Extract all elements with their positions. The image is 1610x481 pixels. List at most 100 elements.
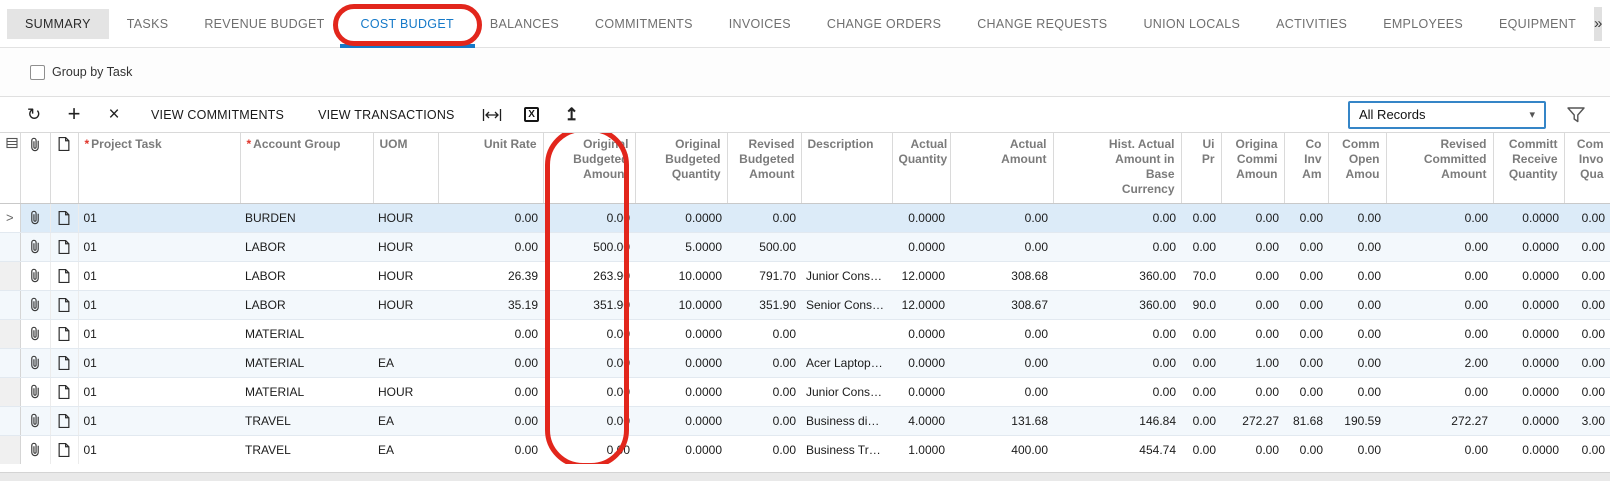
row-attachment-button[interactable] <box>20 377 51 407</box>
cell-committed-invoiced-amount[interactable]: 0.00 <box>1284 435 1328 464</box>
row-selector[interactable] <box>0 435 21 464</box>
cell-revised-budgeted-amount[interactable]: 0.00 <box>727 348 801 378</box>
column-header-committed-invoiced-amount[interactable]: Co Inv Am <box>1284 133 1329 204</box>
cell-original-budgeted-amount[interactable]: 0.00 <box>543 435 635 464</box>
cell-description[interactable]: Business di… <box>801 406 892 436</box>
cell-project-task[interactable]: 01 <box>78 232 240 262</box>
cell-committed-invoiced-quantity[interactable]: 0.00 <box>1564 348 1610 378</box>
cell-original-committed-amount[interactable]: 272.27 <box>1221 406 1284 436</box>
row-attachment-button[interactable] <box>20 203 51 233</box>
cell-original-budgeted-quantity[interactable]: 0.0000 <box>635 377 727 407</box>
cell-actual-amount[interactable]: 131.68 <box>950 406 1053 436</box>
cell-unit-rate[interactable]: 0.00 <box>438 319 543 349</box>
cell-revised-committed-amount[interactable]: 0.00 <box>1386 203 1493 233</box>
row-note-button[interactable] <box>50 435 79 464</box>
cell-committed-open-amount[interactable]: 190.59 <box>1328 406 1386 436</box>
tab-equipment[interactable]: EQUIPMENT <box>1481 9 1594 39</box>
cell-committed-invoiced-quantity[interactable]: 0.00 <box>1564 261 1610 291</box>
cell-original-budgeted-amount[interactable]: 351.90 <box>543 290 635 320</box>
row-note-button[interactable] <box>50 348 79 378</box>
cell-revised-budgeted-amount[interactable]: 0.00 <box>727 377 801 407</box>
cell-actual-amount[interactable]: 400.00 <box>950 435 1053 464</box>
row-note-button[interactable] <box>50 203 79 233</box>
row-note-button[interactable] <box>50 232 79 262</box>
column-header-description[interactable]: Description <box>801 133 893 204</box>
cell-description[interactable] <box>801 203 892 233</box>
cell-ui-pr[interactable]: 0.00 <box>1181 435 1221 464</box>
view-commitments-button[interactable]: VIEW COMMITMENTS <box>136 100 299 130</box>
column-header-attachments[interactable] <box>20 133 51 204</box>
cell-unit-rate[interactable]: 0.00 <box>438 232 543 262</box>
cell-revised-committed-amount[interactable]: 0.00 <box>1386 319 1493 349</box>
filter-settings-button[interactable] <box>1558 100 1594 130</box>
cell-uom[interactable]: HOUR <box>373 232 438 262</box>
row-attachment-button[interactable] <box>20 261 51 291</box>
cell-uom[interactable]: HOUR <box>373 261 438 291</box>
column-header-actual-amount[interactable]: Actual Amount <box>950 133 1054 204</box>
cell-revised-committed-amount[interactable]: 0.00 <box>1386 377 1493 407</box>
cell-actual-quantity[interactable]: 0.0000 <box>892 232 950 262</box>
tab-employees[interactable]: EMPLOYEES <box>1365 9 1481 39</box>
cell-actual-quantity[interactable]: 0.0000 <box>892 203 950 233</box>
cell-revised-committed-amount[interactable]: 0.00 <box>1386 232 1493 262</box>
tab-balances[interactable]: BALANCES <box>472 9 577 39</box>
cell-actual-amount[interactable]: 0.00 <box>950 319 1053 349</box>
cell-description[interactable] <box>801 232 892 262</box>
cell-original-budgeted-quantity[interactable]: 0.0000 <box>635 348 727 378</box>
cell-committed-received-quantity[interactable]: 0.0000 <box>1493 377 1564 407</box>
cell-committed-open-amount[interactable]: 0.00 <box>1328 261 1386 291</box>
row-attachment-button[interactable] <box>20 290 51 320</box>
cell-committed-received-quantity[interactable]: 0.0000 <box>1493 290 1564 320</box>
tab-commitments[interactable]: COMMITMENTS <box>577 9 711 39</box>
cell-project-task[interactable]: 01 <box>78 377 240 407</box>
cell-unit-rate[interactable]: 0.00 <box>438 203 543 233</box>
cell-committed-open-amount[interactable]: 0.00 <box>1328 435 1386 464</box>
cell-hist-actual-amount-in-base-currency[interactable]: 360.00 <box>1053 261 1181 291</box>
cell-unit-rate[interactable]: 26.39 <box>438 261 543 291</box>
cell-actual-quantity[interactable]: 4.0000 <box>892 406 950 436</box>
row-attachment-button[interactable] <box>20 406 51 436</box>
view-transactions-button[interactable]: VIEW TRANSACTIONS <box>303 100 470 130</box>
checkbox-box-icon[interactable] <box>30 64 45 80</box>
row-selector[interactable]: > <box>0 203 21 233</box>
cell-account-group[interactable]: MATERIAL <box>240 348 373 378</box>
row-selector[interactable] <box>0 377 21 407</box>
cell-original-budgeted-quantity[interactable]: 5.0000 <box>635 232 727 262</box>
cell-description[interactable] <box>801 319 892 349</box>
cell-hist-actual-amount-in-base-currency[interactable]: 0.00 <box>1053 319 1181 349</box>
cell-project-task[interactable]: 01 <box>78 348 240 378</box>
cell-committed-received-quantity[interactable]: 0.0000 <box>1493 203 1564 233</box>
cell-hist-actual-amount-in-base-currency[interactable]: 0.00 <box>1053 203 1181 233</box>
cell-committed-invoiced-amount[interactable]: 0.00 <box>1284 319 1328 349</box>
cell-hist-actual-amount-in-base-currency[interactable]: 0.00 <box>1053 348 1181 378</box>
cell-original-committed-amount[interactable]: 0.00 <box>1221 232 1284 262</box>
cell-actual-quantity[interactable]: 0.0000 <box>892 348 950 378</box>
cell-committed-invoiced-amount[interactable]: 0.00 <box>1284 290 1328 320</box>
cell-committed-invoiced-amount[interactable]: 0.00 <box>1284 232 1328 262</box>
cell-description[interactable]: Junior Cons… <box>801 261 892 291</box>
cell-actual-quantity[interactable]: 1.0000 <box>892 435 950 464</box>
cell-revised-budgeted-amount[interactable]: 500.00 <box>727 232 801 262</box>
cell-revised-committed-amount[interactable]: 2.00 <box>1386 348 1493 378</box>
cell-project-task[interactable]: 01 <box>78 435 240 464</box>
column-header-hist-actual-amount-in-base-currency[interactable]: Hist. Actual Amount in Base Currency <box>1053 133 1182 204</box>
cell-original-budgeted-amount[interactable]: 500.00 <box>543 232 635 262</box>
cell-description[interactable]: Acer Laptop… <box>801 348 892 378</box>
cell-committed-invoiced-amount[interactable]: 0.00 <box>1284 348 1328 378</box>
row-attachment-button[interactable] <box>20 435 51 464</box>
row-selector[interactable] <box>0 406 21 436</box>
tab-union-locals[interactable]: UNION LOCALS <box>1125 9 1258 39</box>
row-note-button[interactable] <box>50 377 79 407</box>
cell-committed-open-amount[interactable]: 0.00 <box>1328 319 1386 349</box>
cell-original-committed-amount[interactable]: 0.00 <box>1221 319 1284 349</box>
cell-account-group[interactable]: BURDEN <box>240 203 373 233</box>
cell-revised-committed-amount[interactable]: 272.27 <box>1386 406 1493 436</box>
cell-account-group[interactable]: TRAVEL <box>240 435 373 464</box>
cell-committed-invoiced-quantity[interactable]: 0.00 <box>1564 435 1610 464</box>
cell-ui-pr[interactable]: 0.00 <box>1181 203 1221 233</box>
cell-actual-quantity[interactable]: 12.0000 <box>892 261 950 291</box>
cell-account-group[interactable]: TRAVEL <box>240 406 373 436</box>
tab-tasks[interactable]: TASKS <box>109 9 187 39</box>
cell-account-group[interactable]: LABOR <box>240 290 373 320</box>
cell-committed-invoiced-amount[interactable]: 0.00 <box>1284 203 1328 233</box>
